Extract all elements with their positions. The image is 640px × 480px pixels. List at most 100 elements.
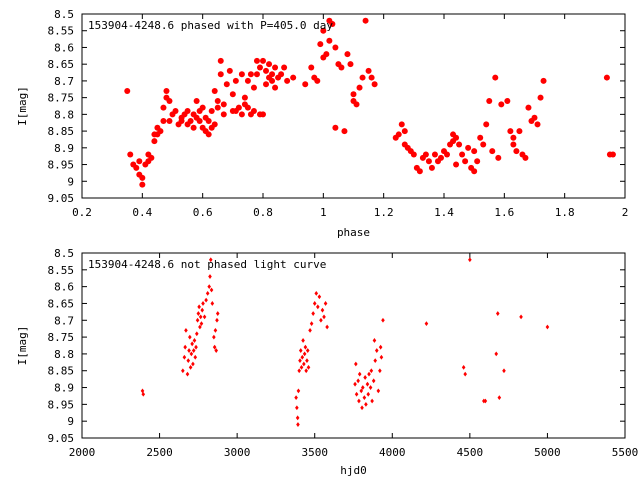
phased-data-point: [498, 101, 505, 108]
phased-data-point: [416, 168, 423, 175]
phased-data-point: [329, 21, 336, 28]
phased-y-tick-label: 8.65: [48, 58, 75, 71]
unphased-data-point: [191, 348, 196, 353]
phased-data-point: [525, 104, 532, 111]
phased-data-point: [314, 77, 321, 84]
unphased-data-point: [189, 351, 194, 357]
phased-data-point: [462, 158, 469, 165]
unphased-data-point: [302, 361, 306, 367]
phased-data-point: [609, 151, 616, 158]
phased-data-point: [253, 71, 260, 78]
phased-data-point: [453, 134, 460, 141]
phased-data-point: [266, 61, 273, 68]
phased-plot-frame: [81, 13, 626, 199]
phased-data-point: [235, 104, 242, 111]
unphased-data-point: [378, 368, 382, 374]
phased-data-point: [260, 57, 266, 64]
phased-data-point: [395, 131, 402, 138]
unphased-data-point: [320, 307, 325, 313]
phased-x-axis-label: phase: [337, 226, 370, 239]
phased-data-point: [323, 51, 330, 58]
phased-data-point: [241, 94, 248, 101]
phased-data-point: [229, 91, 236, 98]
unphased-data-point: [198, 324, 202, 330]
phased-data-point: [308, 64, 315, 71]
phased-y-tick-label: 8.8: [54, 108, 74, 121]
phased-data-point: [148, 154, 155, 161]
phased-data-point: [347, 61, 354, 68]
phased-data-point: [338, 64, 345, 71]
phased-data-point: [172, 108, 179, 115]
unphased-y-tick-label: 8.5: [54, 247, 74, 260]
phased-y-tick-label: 8.9: [54, 142, 74, 155]
phased-data-point: [371, 81, 378, 88]
unphased-data-point: [200, 307, 205, 313]
phased-data-point: [238, 71, 245, 78]
phased-data-point: [320, 27, 327, 34]
unphased-data-point: [306, 364, 311, 370]
phased-data-point: [489, 148, 496, 155]
unphased-data-point: [193, 354, 198, 360]
phased-data-point: [474, 158, 481, 165]
phased-y-tick-label: 9.05: [48, 192, 75, 205]
unphased-data-point: [368, 385, 373, 390]
phased-data-point: [151, 138, 158, 145]
phased-data-point: [220, 111, 227, 118]
phased-data-point: [507, 128, 514, 135]
unphased-data-point: [182, 354, 187, 360]
unphased-data-point: [378, 344, 383, 350]
unphased-data-point: [363, 375, 367, 380]
phased-data-point: [157, 128, 164, 135]
phased-data-point: [341, 128, 348, 135]
unphased-data-point: [369, 368, 374, 374]
unphased-y-tick-label: 8.55: [48, 264, 75, 277]
phased-data-point: [220, 101, 227, 108]
unphased-data-point: [304, 368, 308, 374]
phased-data-point: [166, 97, 173, 104]
unphased-data-point: [366, 391, 371, 397]
unphased-data-point: [463, 371, 468, 377]
phased-data-point: [250, 84, 257, 91]
unphased-data-point: [302, 351, 307, 357]
phased-data-point: [537, 94, 544, 101]
phased-data-point: [214, 97, 221, 104]
phased-data-point: [127, 151, 134, 158]
phased-x-tick-label: 1.4: [434, 206, 454, 219]
phased-data-point: [437, 154, 444, 161]
unphased-data-point: [379, 354, 384, 360]
unphased-data-point: [199, 321, 204, 327]
phased-x-tick-label: 1.8: [555, 206, 575, 219]
phased-data-point: [269, 77, 276, 84]
unphased-data-point: [198, 314, 203, 320]
phased-data-point: [302, 81, 309, 88]
unphased-data-point: [381, 317, 385, 323]
phased-data-point: [272, 84, 279, 91]
phased-data-point: [247, 71, 254, 78]
unphased-data-point: [497, 395, 502, 401]
phased-data-point: [124, 87, 131, 94]
unphased-data-point: [181, 368, 185, 374]
phased-data-point: [465, 144, 472, 151]
unphased-data-point: [354, 361, 358, 367]
phased-data-point: [256, 64, 263, 71]
phased-data-point: [398, 121, 405, 128]
unphased-data-point: [468, 257, 472, 263]
phased-data-point: [422, 151, 429, 158]
phased-data-point: [253, 57, 260, 64]
unphased-data-point: [196, 311, 201, 316]
unphased-data-point: [192, 338, 197, 343]
phased-data-point: [193, 97, 200, 104]
phased-data-point: [208, 108, 215, 115]
phased-data-point: [263, 67, 270, 74]
phased-data-point: [428, 164, 435, 171]
phased-data-point: [477, 134, 484, 141]
unphased-data-point: [190, 341, 194, 347]
unphased-data-point: [367, 371, 371, 377]
unphased-x-tick-label: 4000: [379, 446, 406, 459]
phased-x-tick-label: 1.2: [374, 206, 394, 219]
phased-data-point: [136, 158, 143, 165]
phased-data-point: [272, 64, 279, 71]
phased-plot-title: 153904-4248.6 phased with P=405.0 day: [88, 19, 333, 32]
unphased-data-point: [186, 358, 191, 364]
unphased-data-point: [308, 327, 312, 333]
